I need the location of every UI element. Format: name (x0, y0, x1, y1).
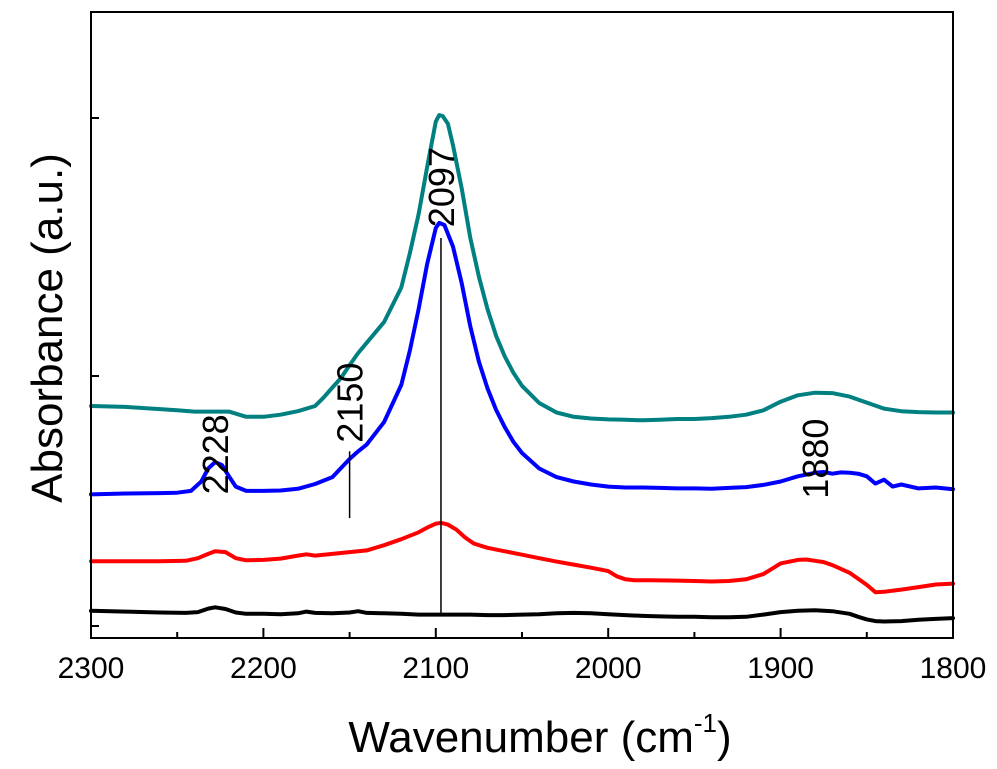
axis-labels: Wavenumber (cm-1) Absorbance (a.u.) (23, 153, 732, 762)
x-axis-title-main: Wavenumber (cm (348, 713, 694, 762)
x-tick-label: 2000 (575, 652, 642, 685)
annotation-label: 2150 (330, 363, 371, 443)
x-axis-title-close: ) (717, 713, 732, 762)
x-tick-label: 1900 (747, 652, 814, 685)
peak-annotations: 2228 2150 2097 1880 (195, 147, 836, 613)
x-tick-label: 1800 (920, 652, 987, 685)
series-line-3 (89, 220, 955, 497)
series-line-1 (89, 605, 955, 624)
y-axis-title: Absorbance (a.u.) (23, 153, 72, 503)
x-tick-label: 2200 (230, 652, 297, 685)
x-axis-title: Wavenumber (cm-1) (348, 708, 731, 762)
x-tick-label: 2300 (58, 652, 125, 685)
plot-frame (90, 11, 954, 639)
annotation-label: 1880 (795, 419, 836, 499)
annotation-label: 2228 (195, 414, 236, 494)
series-line-4 (89, 113, 955, 423)
annotation-label: 2097 (421, 147, 462, 227)
x-tick-label: 2100 (402, 652, 469, 685)
plot-area (89, 113, 955, 624)
series-line-2 (89, 520, 955, 595)
x-axis-title-superscript: -1 (694, 708, 717, 738)
axes: 2300 2200 2100 2000 1900 1800 (58, 11, 987, 685)
